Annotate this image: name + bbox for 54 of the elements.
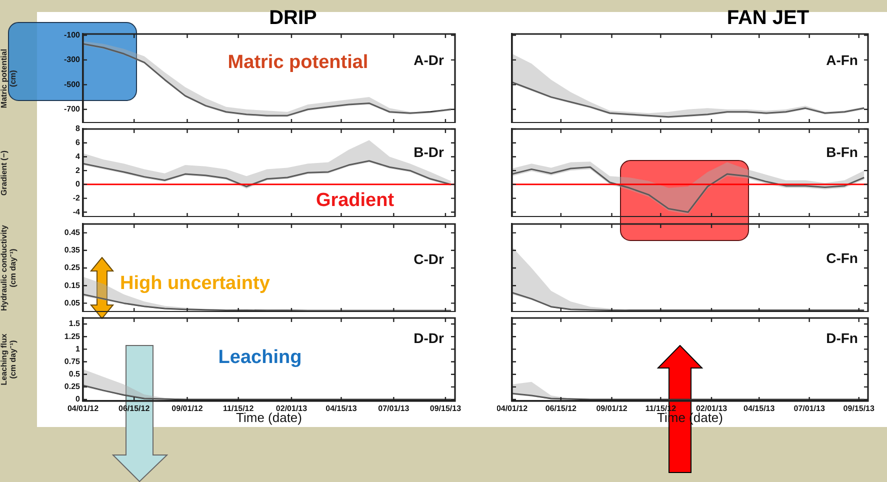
y-tick-label: 0 [76, 180, 81, 189]
y-tick-label: -300 [64, 55, 81, 64]
y-tick-label: 0.75 [64, 356, 81, 366]
y-tick-label: -500 [64, 80, 81, 89]
annotation: Gradient [316, 190, 394, 210]
y-tick-label: 1 [76, 344, 81, 354]
y-tick-label: 1.5 [68, 319, 81, 328]
y-tick-label: -4 [72, 207, 81, 216]
x-tick-label: 02/01/13 [276, 404, 308, 414]
x-tick-label: 09/15/13 [430, 404, 462, 414]
annotation: C-Dr [414, 251, 444, 267]
annotation: B-Dr [414, 144, 444, 160]
y-tick-label: 8 [76, 124, 81, 134]
annotation: High uncertainty [120, 272, 270, 294]
x-tick-label: 07/01/13 [378, 404, 410, 414]
x-tick-label: 06/15/12 [545, 404, 578, 414]
y-tick-label: 1.25 [64, 332, 81, 341]
x-tick-label: 09/01/12 [596, 404, 628, 414]
y-tick-label: 2 [76, 166, 81, 175]
y-axis-title: Matric potential (cm) [0, 48, 18, 108]
y-tick-label: 4 [76, 152, 81, 161]
annotation: Matric potential [228, 52, 368, 72]
annotation: D-Fn [826, 330, 858, 346]
y-tick-label: -2 [72, 193, 81, 202]
x-tick-label: 11/15/12 [222, 404, 254, 414]
y-tick-label: -700 [64, 104, 81, 114]
y-tick-label: 6 [76, 138, 81, 148]
y-axis-title: Gradient (−) [0, 150, 9, 196]
annotation: D-Dr [414, 330, 444, 346]
x-tick-label: 09/01/12 [172, 404, 204, 414]
y-tick-label: 0.25 [64, 382, 81, 392]
chart-title: DRIP [269, 7, 317, 29]
x-tick-label: 09/15/13 [843, 404, 875, 414]
y-tick-label: 0 [76, 394, 81, 404]
y-tick-label: -100 [64, 30, 81, 40]
x-tick-label: 04/01/12 [496, 404, 528, 414]
annotation: C-Fn [826, 250, 858, 266]
chart-title: FAN JET [726, 7, 810, 29]
x-tick-label: 04/15/13 [744, 404, 776, 414]
y-tick-label: 0.35 [64, 246, 81, 255]
y-tick-label: 0.25 [64, 263, 81, 272]
y-tick-label: 0.5 [68, 370, 81, 379]
y-tick-label: 0.15 [64, 280, 81, 290]
annotation: A-Fn [826, 52, 858, 68]
annotation: A-Dr [414, 52, 444, 68]
x-tick-label: 07/01/13 [794, 404, 826, 414]
y-tick-label: 0.45 [64, 228, 81, 238]
y-axis-title: Hydraulic conductivity (cm day⁻¹) [0, 224, 18, 311]
y-tick-label: 0.05 [64, 298, 81, 308]
annotation: B-Fn [826, 144, 858, 160]
annotation: Leaching [218, 346, 302, 368]
x-tick-label: 04/01/12 [67, 404, 100, 414]
y-axis-title: Leaching flux (cm day⁻¹) [0, 333, 18, 386]
x-tick-label: 04/15/13 [326, 404, 358, 414]
